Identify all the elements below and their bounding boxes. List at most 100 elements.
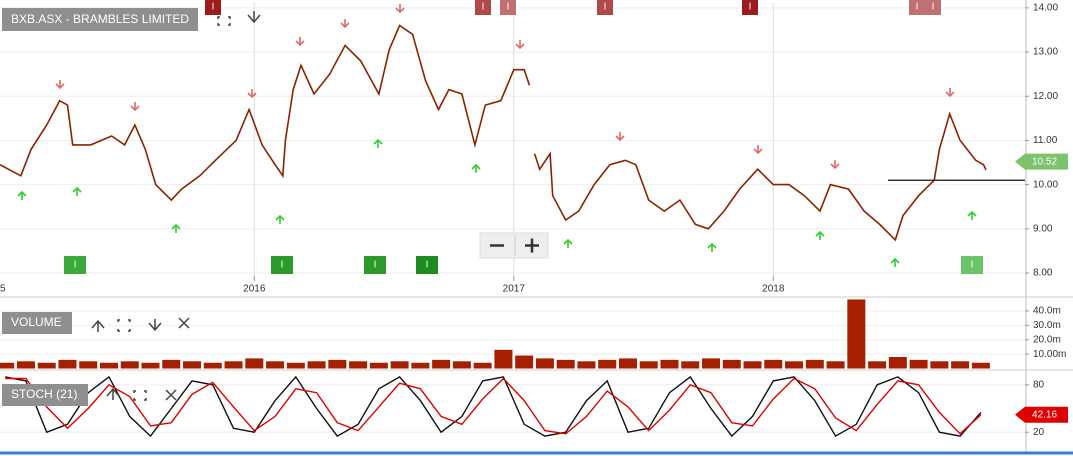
volume-bar: [390, 361, 409, 369]
zoom-in[interactable]: [525, 238, 539, 253]
y-tick-label: 14.00: [1033, 3, 1058, 14]
x-tick-label: 5: [0, 284, 6, 295]
event-badge-label[interactable]: I: [932, 2, 935, 13]
legend-badge[interactable]: [2, 384, 88, 406]
event-badge[interactable]: [271, 256, 293, 274]
sell-arrow: [295, 37, 305, 47]
event-badge[interactable]: [416, 256, 438, 274]
volume-bar: [349, 361, 368, 369]
event-badge[interactable]: [205, 0, 221, 15]
event-badge[interactable]: [364, 256, 386, 274]
event-badge-label[interactable]: I: [507, 2, 510, 13]
volume-bar: [411, 362, 430, 369]
volume-bar: [120, 361, 139, 369]
volume-bar: [951, 361, 970, 369]
sell-arrow: [130, 102, 140, 112]
stoch-label[interactable]: STOCH (21): [11, 387, 77, 401]
sell-arrow: [55, 80, 65, 90]
volume-bar: [473, 362, 492, 369]
buy-arrow: [72, 186, 82, 196]
sell-arrow: [395, 4, 405, 14]
volume-bar: [515, 355, 534, 369]
buy-arrow: [967, 210, 977, 220]
event-badge[interactable]: [500, 0, 516, 15]
event-badge-label[interactable]: I: [482, 2, 485, 13]
volume-bar: [203, 362, 222, 369]
buy-arrow: [815, 230, 825, 240]
volume-bar: [452, 361, 471, 369]
event-badge-label[interactable]: I: [749, 2, 752, 13]
volume-bar: [432, 359, 451, 369]
title-badge: [2, 8, 198, 31]
zoom-controls[interactable]: [479, 232, 549, 259]
buy-arrow: [707, 242, 717, 252]
event-badge[interactable]: [742, 0, 758, 15]
y-tick-label: 10.00m: [1033, 349, 1066, 360]
volume-bar: [369, 362, 388, 369]
volume-bar: [909, 359, 928, 369]
sell-arrow: [615, 132, 625, 142]
event-badge[interactable]: [909, 0, 925, 15]
volume-bar: [826, 361, 845, 369]
volume-bar: [535, 358, 554, 369]
y-tick-label: 20: [1033, 427, 1045, 438]
sell-arrow: [753, 145, 763, 155]
event-badge-label[interactable]: I: [916, 2, 919, 13]
event-badge-label[interactable]: I: [74, 260, 77, 271]
volume-bar: [930, 361, 949, 369]
sell-arrow: [945, 88, 955, 98]
volume-bar: [162, 359, 181, 369]
event-badge[interactable]: [597, 0, 613, 15]
event-badge[interactable]: [961, 256, 983, 274]
event-badge-label[interactable]: I: [374, 260, 377, 271]
x-tick-label: 2018: [762, 284, 785, 295]
volume-bar: [847, 299, 866, 369]
volume-bar: [79, 361, 98, 369]
event-badge[interactable]: [64, 256, 86, 274]
sell-arrow: [830, 160, 840, 170]
volume-bar: [307, 361, 326, 369]
volume-label[interactable]: VOLUME: [11, 315, 62, 329]
event-badge-label[interactable]: I: [426, 260, 429, 271]
buy-arrow: [563, 238, 573, 248]
last-value-label: 42.16: [1032, 409, 1057, 420]
y-tick-label: 40.0m: [1033, 306, 1061, 317]
y-tick-label: 12.00: [1033, 91, 1058, 102]
y-tick-label: 13.00: [1033, 47, 1058, 58]
last-value-tag: [1015, 406, 1068, 423]
event-badge-label[interactable]: I: [971, 260, 974, 271]
y-tick-label: 80: [1033, 379, 1045, 390]
event-badge[interactable]: [925, 0, 941, 15]
buy-arrow: [373, 138, 383, 148]
panel-icons[interactable]: [91, 11, 261, 401]
volume-bar: [722, 359, 741, 369]
volume-bar: [224, 361, 243, 369]
volume-bar: [702, 358, 721, 369]
sell-arrow: [247, 89, 257, 99]
volume-bar: [577, 361, 596, 369]
last-value-label: 10.52: [1032, 156, 1057, 167]
buy-arrow: [890, 257, 900, 267]
volume-bar: [805, 359, 824, 369]
volume-bar: [266, 361, 285, 369]
volume-bar: [743, 361, 762, 369]
volume-bar: [328, 359, 347, 369]
buy-arrow: [171, 223, 181, 233]
volume-bar: [245, 358, 264, 369]
volume-bar: [888, 356, 907, 369]
volume-bar: [16, 361, 35, 369]
chart-title: BXB.ASX - BRAMBLES LIMITED: [11, 12, 189, 26]
x-tick-label: 2016: [243, 284, 266, 295]
event-badge-label[interactable]: I: [604, 2, 607, 13]
event-badge-label[interactable]: I: [212, 2, 215, 13]
y-tick-label: 8.00: [1033, 268, 1053, 279]
legend-badge[interactable]: [2, 312, 72, 334]
volume-bar: [660, 359, 679, 369]
volume-bar: [141, 362, 160, 369]
volume-bar: [971, 362, 990, 369]
buy-arrow: [275, 214, 285, 224]
event-badge[interactable]: [475, 0, 491, 15]
volume-bar: [639, 361, 658, 369]
event-badge-label[interactable]: I: [281, 260, 284, 271]
volume-bar: [0, 362, 15, 369]
